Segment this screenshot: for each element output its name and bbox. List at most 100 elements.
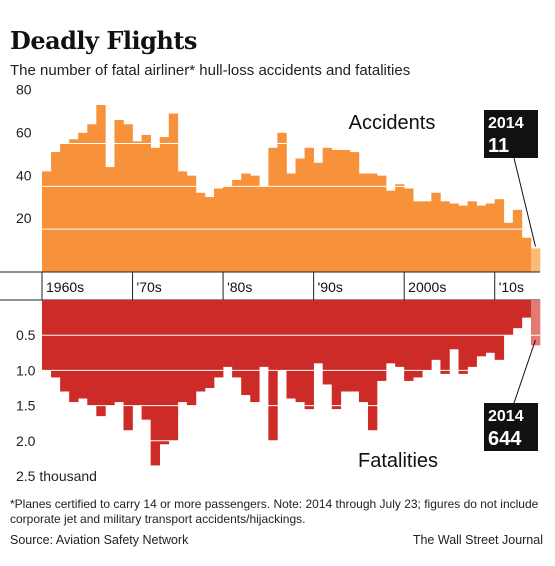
bar: [485, 300, 496, 353]
subtitle: The number of fatal airliner* hull-loss …: [10, 62, 411, 79]
bar: [186, 175, 197, 272]
bar: [395, 184, 405, 272]
bar: [69, 300, 79, 403]
bar: [313, 300, 323, 364]
callout-line: [513, 339, 536, 404]
bar: [458, 205, 468, 272]
bar: [494, 300, 505, 360]
bar: [386, 190, 396, 272]
bar: [51, 300, 61, 378]
x-tick-label: '10s: [499, 279, 524, 295]
bar: [431, 192, 441, 272]
callout-box: [484, 110, 538, 158]
bar: [413, 300, 423, 378]
y-tick-label: 1.5: [16, 398, 36, 414]
title: Deadly Flights: [10, 26, 197, 55]
bar: [150, 300, 161, 466]
y-tick-label: 20: [16, 210, 32, 226]
bar: [458, 300, 468, 374]
x-tick-label: 1960s: [46, 279, 84, 295]
bar: [259, 300, 269, 367]
callout-year: 2014: [488, 408, 524, 425]
callout-line: [513, 157, 536, 247]
bar: [404, 300, 414, 381]
bar: [123, 124, 133, 273]
bar: [114, 119, 124, 272]
bar: [503, 300, 514, 336]
bar: [476, 300, 486, 357]
bar: [195, 192, 206, 272]
x-tick-label: '90s: [318, 279, 343, 295]
bar: [114, 300, 124, 403]
bar: [286, 300, 296, 399]
bar: [105, 300, 115, 406]
bar: [449, 203, 459, 272]
bar: [358, 300, 369, 403]
bar: [386, 300, 396, 364]
bar: [195, 300, 206, 392]
bar: [69, 139, 79, 272]
bar: [295, 300, 305, 403]
x-tick-label: '70s: [137, 279, 162, 295]
bar: [512, 300, 523, 329]
bar: [521, 237, 532, 272]
chart: 20 40 60 80 Accidents 1960s '70s '80s '90s 2000s '…: [0, 82, 541, 484]
footnote: *Planes certified to carry 14 or more pa…: [10, 497, 539, 526]
bar: [404, 188, 414, 272]
bar: [377, 300, 387, 381]
bar: [123, 300, 133, 431]
bar: [214, 188, 224, 272]
bar: [449, 300, 459, 350]
bar: [422, 201, 432, 272]
bar: [349, 300, 360, 392]
bar: [277, 132, 287, 272]
callout-value: 644: [488, 428, 522, 450]
x-tick-label: 2000s: [408, 279, 446, 295]
bar: [96, 104, 106, 272]
bar: [105, 167, 115, 272]
bar: [431, 300, 441, 360]
bar: [177, 300, 188, 403]
bar: [60, 300, 70, 392]
credit: The Wall Street Journal: [412, 533, 543, 547]
y-tick-label: 40: [16, 167, 32, 183]
bar: [78, 132, 88, 272]
bar: [304, 300, 314, 410]
bar: [349, 152, 360, 272]
bar: [168, 113, 179, 272]
bar: [358, 173, 369, 272]
y-tick-label: 0.5: [16, 327, 36, 343]
bar: [322, 300, 333, 385]
bar: [413, 201, 423, 272]
bar: [250, 300, 260, 403]
bar: [395, 300, 405, 367]
bar: [530, 300, 541, 346]
bar: [485, 203, 496, 272]
bar: [51, 152, 61, 272]
bar: [78, 300, 88, 399]
bar: [331, 300, 342, 410]
bar: [141, 300, 151, 420]
bar: [467, 201, 477, 272]
bar: [494, 199, 505, 272]
series-label: Accidents: [349, 112, 436, 134]
bar: [367, 173, 378, 272]
bar: [241, 300, 251, 396]
callout-box: [484, 403, 538, 451]
bar: [204, 300, 215, 388]
bar: [186, 300, 197, 406]
y-tick-label: 2.0: [16, 433, 36, 449]
bar: [60, 143, 70, 272]
bar: [132, 141, 142, 272]
bar: [250, 175, 260, 272]
bar: [204, 197, 215, 272]
bar: [214, 300, 224, 378]
bar: [232, 179, 242, 272]
bar: [331, 149, 342, 272]
callout-year: 2014: [488, 115, 524, 132]
bar: [96, 300, 106, 417]
bar: [132, 300, 142, 406]
bar: [87, 124, 97, 273]
bar: [503, 222, 514, 272]
